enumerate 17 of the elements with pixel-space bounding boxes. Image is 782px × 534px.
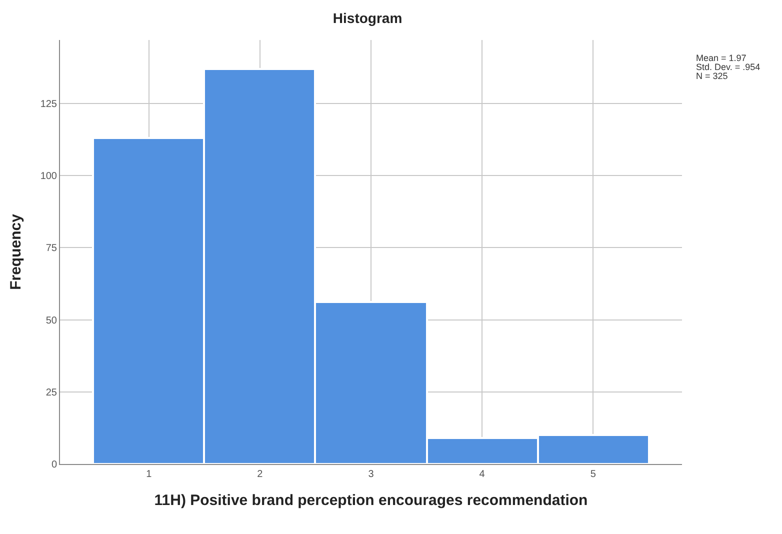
x-tick-label: 1	[146, 469, 152, 480]
y-tick-label: 0	[51, 460, 58, 470]
y-tick-label: 125	[40, 98, 58, 110]
text: Mean = 1.97	[696, 53, 746, 63]
y-tick-label: 75	[46, 243, 58, 254]
x-tick-label: 3	[368, 469, 374, 480]
y-tick-label: 25	[46, 387, 58, 398]
x-tick-label: 2	[257, 469, 264, 480]
text: N = 325	[696, 71, 728, 81]
chart-title: Histogram	[332, 10, 402, 26]
y-axis-title: Frequency	[8, 213, 25, 290]
x-tick-label: 5	[590, 469, 596, 480]
x-axis-title: 11H) Positive brand perception encourages recommendation	[154, 492, 588, 509]
text: Std. Dev. = .954	[696, 62, 760, 72]
y-tick-label: 50	[46, 315, 58, 326]
y-tick-label: 100	[40, 171, 58, 182]
x-tick-label: 4	[479, 469, 486, 480]
